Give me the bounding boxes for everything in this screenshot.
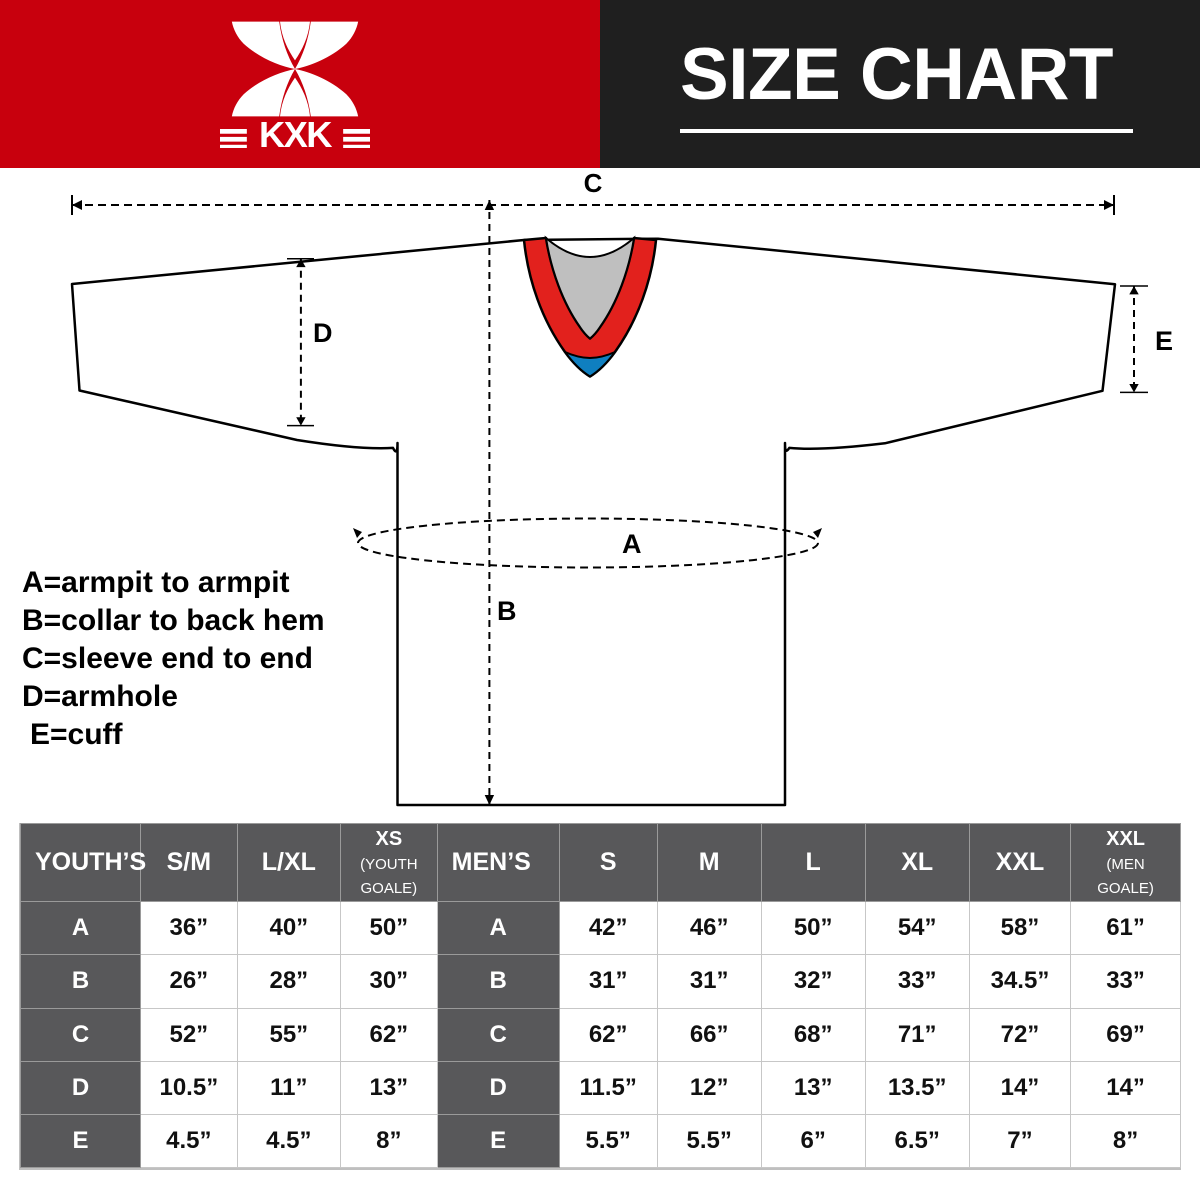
svg-text:C=sleeve end to end: C=sleeve end to end [22,642,313,675]
svg-text:E: E [1155,326,1173,356]
svg-text:A=armpit to armpit: A=armpit to armpit [22,566,290,599]
svg-text:A: A [622,529,642,559]
svg-text:E=cuff: E=cuff [30,718,124,751]
svg-text:D: D [313,318,333,348]
svg-text:B: B [497,596,517,626]
svg-text:B=collar to back hem: B=collar to back hem [22,604,325,637]
svg-text:KXK: KXK [259,114,332,148]
svg-text:C: C [584,170,603,198]
svg-text:D=armhole: D=armhole [22,680,178,713]
